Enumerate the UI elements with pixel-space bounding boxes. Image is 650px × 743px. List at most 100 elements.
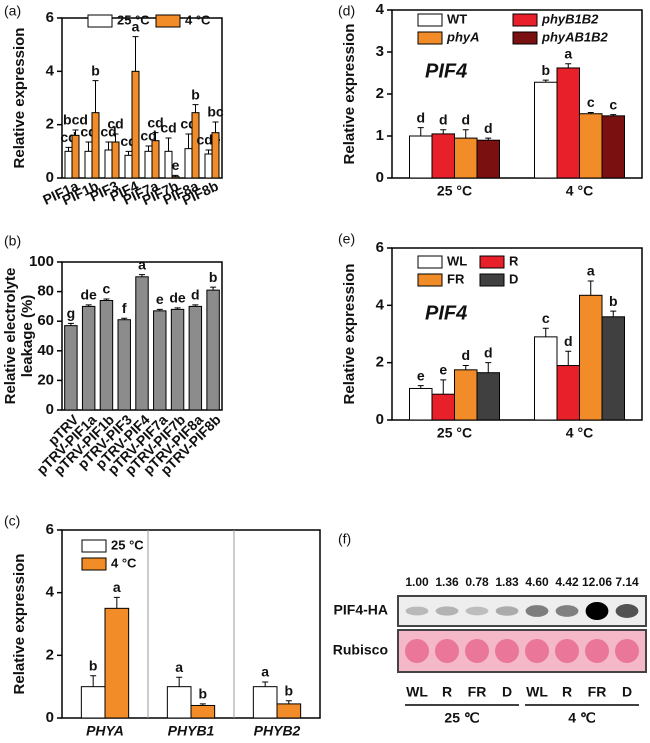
significance-letter: b <box>91 62 100 78</box>
significance-letter: e <box>417 367 425 383</box>
bar <box>117 319 131 411</box>
bar <box>601 115 625 179</box>
lane-label: WL <box>526 684 548 700</box>
legend-swatch <box>512 13 538 27</box>
significance-letter: b <box>191 86 200 102</box>
legend-swatch <box>479 255 505 269</box>
lane-label: D <box>622 684 632 700</box>
significance-letter: c <box>587 94 595 110</box>
y-tick-label: 20 <box>37 371 54 388</box>
bar <box>188 305 203 411</box>
y-tick-label: 100 <box>29 253 54 270</box>
significance-letter: f <box>122 300 127 316</box>
legend-swatch <box>417 13 443 27</box>
panel-label: (e) <box>338 231 355 247</box>
legend-swatch <box>155 14 181 28</box>
bar <box>556 365 580 421</box>
y-axis-label: leakage (%) <box>19 295 36 378</box>
y-tick-label: 0 <box>376 411 384 428</box>
loading-band <box>585 639 609 663</box>
significance-letter: a <box>261 664 269 680</box>
bar <box>64 325 78 411</box>
significance-letter: cd <box>100 124 116 140</box>
significance-letter: a <box>138 256 146 272</box>
error-bar <box>172 174 179 177</box>
bar <box>476 372 500 421</box>
bar <box>71 134 80 179</box>
value-label: 0.78 <box>465 575 489 589</box>
significance-letter: bcd <box>63 112 88 128</box>
bar <box>104 607 130 719</box>
bar <box>170 308 185 411</box>
error-bar <box>440 379 447 395</box>
band <box>495 606 519 616</box>
error-bar <box>105 141 112 150</box>
error-bar <box>176 676 183 687</box>
bar <box>111 141 120 179</box>
legend-swatch <box>87 14 113 28</box>
band <box>405 606 429 616</box>
plot-frame <box>391 247 643 421</box>
panel-label: (a) <box>4 3 21 19</box>
plot-frame <box>61 17 223 179</box>
x-tick-label: PHYB2 <box>254 723 301 739</box>
legend-swatch <box>417 273 443 287</box>
x-tick-label: 4 °C <box>566 425 593 441</box>
error-bar <box>132 36 139 72</box>
y-tick-label: 0 <box>46 709 54 726</box>
y-axis-label: Relative expression <box>11 28 28 169</box>
error-bar <box>185 133 192 149</box>
band <box>435 606 459 616</box>
legend-label: phyA <box>446 29 480 44</box>
y-tick-label: 1 <box>376 127 384 144</box>
significance-letter: b <box>609 293 618 309</box>
legend-label: D <box>509 271 518 286</box>
bar <box>99 299 114 411</box>
legend-label: WT <box>447 11 467 26</box>
error-bar <box>440 129 447 134</box>
significance-letter: c <box>609 96 617 112</box>
error-bar <box>542 79 549 83</box>
significance-letter: d <box>484 344 493 360</box>
y-tick-label: 6 <box>46 521 54 538</box>
significance-letter: d <box>416 109 425 125</box>
error-bar <box>192 304 199 307</box>
value-label: 1.83 <box>495 575 519 589</box>
legend-label: FR <box>447 271 465 286</box>
y-tick-label: 2 <box>376 354 384 371</box>
bar <box>409 135 433 179</box>
significance-letter: a <box>564 45 572 61</box>
y-tick-label: 4 <box>46 584 55 601</box>
value-label: 4.60 <box>525 575 549 589</box>
x-tick-label: PHYA <box>86 723 124 739</box>
error-bar <box>565 63 572 68</box>
loading-band <box>435 639 459 663</box>
value-label: 1.36 <box>435 575 459 589</box>
x-tick-label: 25 °C <box>437 183 472 199</box>
y-axis-label: Relative expression <box>341 264 358 405</box>
legend-swatch <box>81 557 107 571</box>
error-bar <box>417 127 424 136</box>
legend-label: WL <box>447 253 467 268</box>
bar <box>431 133 455 179</box>
value-label: 1.00 <box>405 575 429 589</box>
band <box>525 605 549 617</box>
significance-letter: d <box>564 333 573 349</box>
error-bar <box>72 129 79 136</box>
significance-letter: b <box>285 682 294 698</box>
error-bar <box>139 274 145 277</box>
error-bar <box>587 111 594 114</box>
band <box>585 602 609 620</box>
annotation: PIF4 <box>425 60 467 82</box>
bar <box>206 289 220 411</box>
error-bar <box>262 681 269 687</box>
error-bar <box>610 114 617 116</box>
bar <box>166 686 192 719</box>
band <box>555 605 579 617</box>
significance-letter: a <box>132 18 140 34</box>
group-label: 25 ℃ <box>444 710 479 726</box>
y-tick-label: 80 <box>37 283 54 300</box>
lane-label: WL <box>406 684 428 700</box>
error-bar <box>145 145 152 152</box>
